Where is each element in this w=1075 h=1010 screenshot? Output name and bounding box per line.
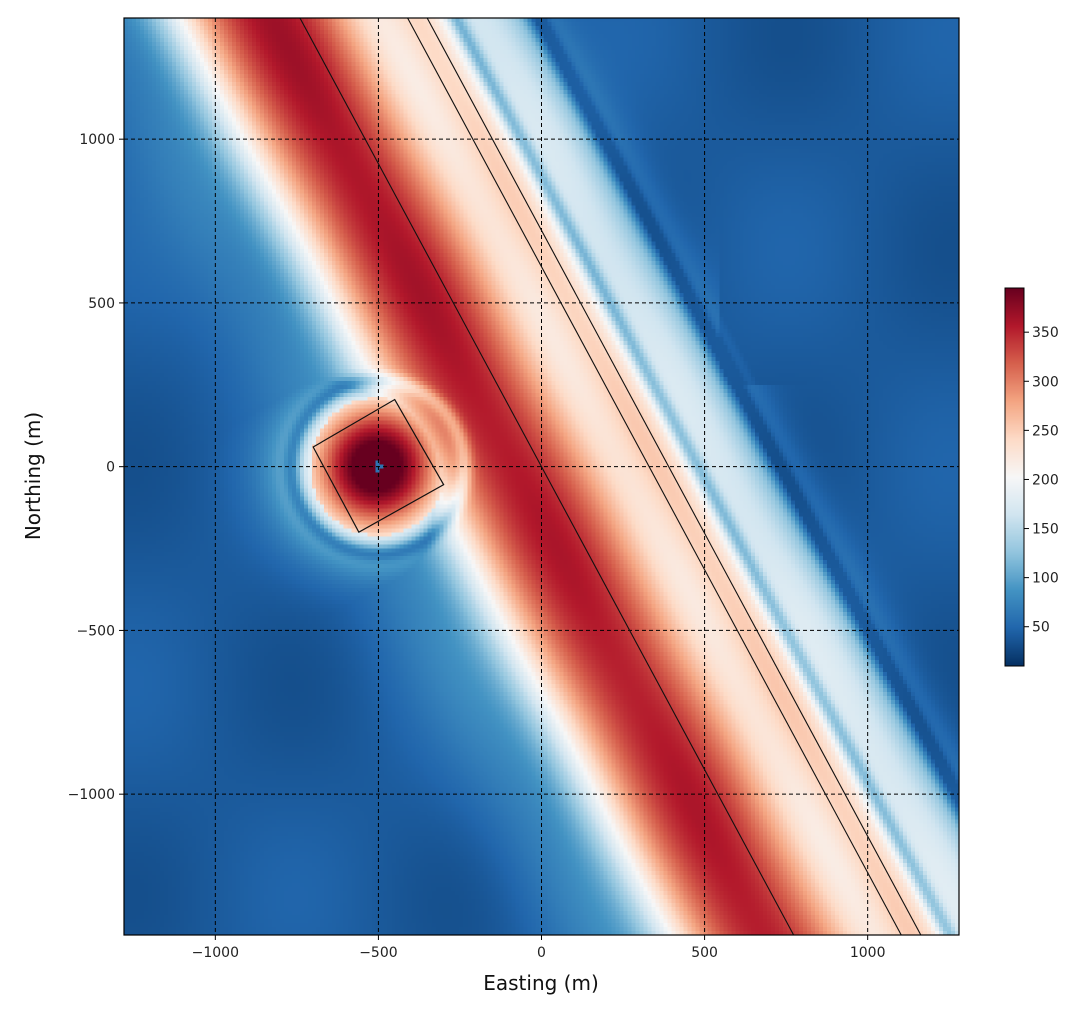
colorbar-tick-label: 100 <box>1032 571 1059 587</box>
y-axis-ticks: −1000 −500 0 500 1000 <box>68 132 124 803</box>
x-axis-ticks: −1000 −500 0 500 1000 <box>192 935 886 961</box>
x-tick-label: 1000 <box>850 945 886 961</box>
y-tick-label: 1000 <box>79 132 115 148</box>
colorbar-tick-label: 200 <box>1032 472 1059 488</box>
x-axis-title: Easting (m) <box>483 971 599 995</box>
x-tick-label: −1000 <box>192 945 239 961</box>
colorbar-frame <box>1004 287 1025 667</box>
colorbar-tick-label: 250 <box>1032 423 1059 439</box>
colorbar-tick-label: 350 <box>1032 325 1059 341</box>
x-tick-label: −500 <box>359 945 397 961</box>
survey-line <box>407 18 902 935</box>
colorbar: 50 100 150 200 250 300 350 <box>1004 287 1059 667</box>
colorbar-ticks: 50 100 150 200 250 300 350 <box>1024 325 1059 636</box>
y-axis-title: Northing (m) <box>21 412 45 540</box>
survey-line <box>299 18 795 935</box>
square-loop <box>312 398 445 533</box>
plot-area <box>123 17 960 936</box>
grid-lines <box>124 18 959 935</box>
x-tick-label: 500 <box>691 945 718 961</box>
y-tick-label: 500 <box>88 296 115 312</box>
colorbar-gradient <box>1005 288 1024 666</box>
survey-line <box>426 18 922 935</box>
y-tick-label: −1000 <box>68 787 115 803</box>
x-tick-label: 0 <box>537 945 546 961</box>
survey-lines <box>299 18 922 935</box>
colorbar-tick-label: 300 <box>1032 374 1059 390</box>
y-tick-label: 0 <box>106 460 115 476</box>
y-tick-label: −500 <box>77 623 115 639</box>
colorbar-tick-label: 50 <box>1032 620 1050 636</box>
colorbar-tick-label: 150 <box>1032 522 1059 538</box>
